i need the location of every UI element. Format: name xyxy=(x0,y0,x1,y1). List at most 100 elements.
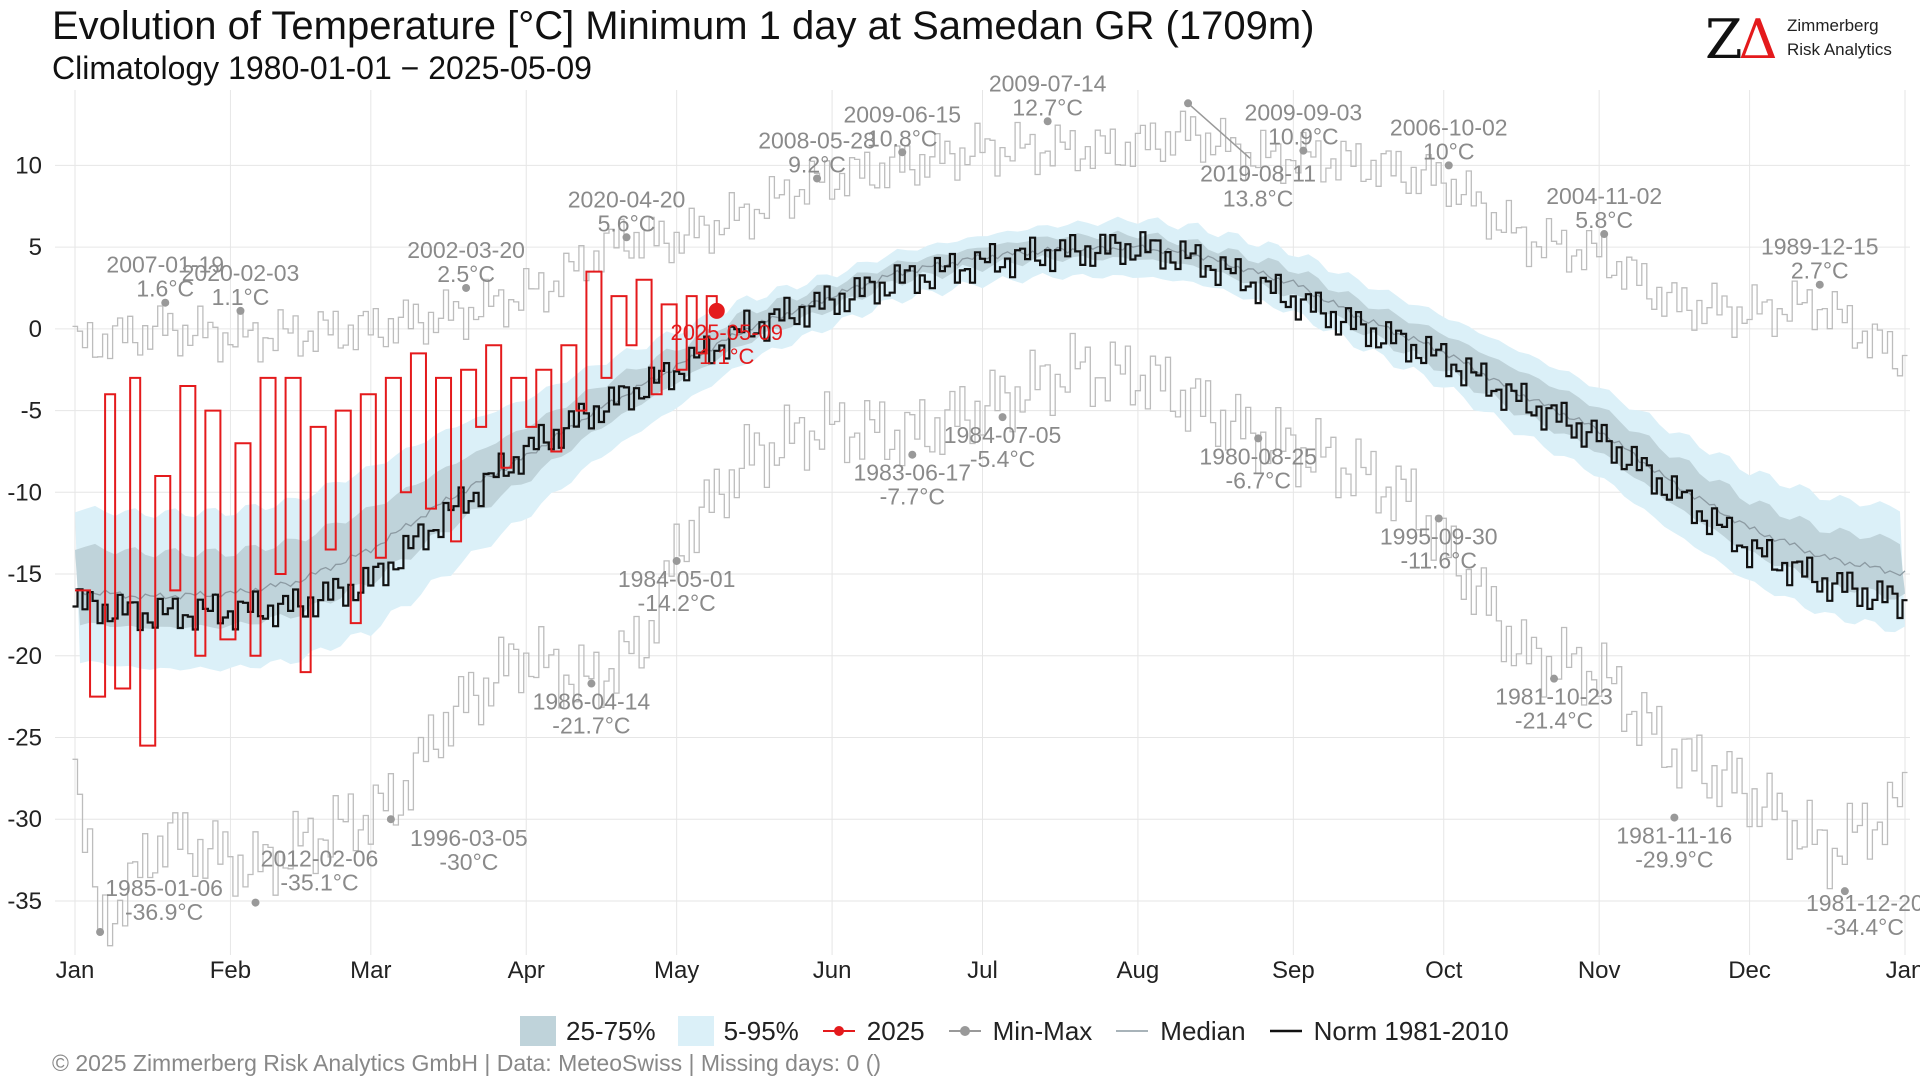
x-tick-label: Aug xyxy=(1117,957,1160,984)
record-point xyxy=(1299,146,1308,155)
legend-label: 5-95% xyxy=(723,1015,799,1046)
y-tick-label: -20 xyxy=(7,643,42,670)
record-low-date: 1981-10-23 xyxy=(1495,684,1613,710)
record-high-value: 13.8°C xyxy=(1223,185,1294,211)
logo-line1: Zimmerberg xyxy=(1787,16,1879,35)
record-point xyxy=(386,815,395,824)
record-low-value: -30°C xyxy=(439,849,498,875)
record-low-date: 1980-08-25 xyxy=(1199,443,1317,469)
legend-swatch-outer xyxy=(677,1016,714,1046)
chart-subtitle: Climatology 1980-01-01 − 2025-05-09 xyxy=(52,50,592,86)
record-point xyxy=(1670,813,1679,822)
record-point xyxy=(236,306,245,315)
record-high-date: 2004-11-02 xyxy=(1546,183,1662,209)
record-high-date: 2006-10-02 xyxy=(1390,114,1508,140)
record-point xyxy=(1815,280,1824,289)
record-high-date: 2007-01-19 xyxy=(106,252,224,278)
record-high-value: 5.6°C xyxy=(598,210,656,236)
series-2025-line xyxy=(75,270,718,747)
record-point xyxy=(587,679,596,688)
record-high-date: 2008-05-28 xyxy=(758,127,876,153)
record-low-date: 1985-01-06 xyxy=(105,875,223,901)
record-point xyxy=(813,174,822,183)
record-high-value: 1.6°C xyxy=(136,276,194,302)
x-tick-label: Mar xyxy=(350,957,391,984)
record-high-value: 12.7°C xyxy=(1012,94,1083,120)
record-low-value: -29.9°C xyxy=(1635,847,1713,873)
band-5-95 xyxy=(75,216,1905,672)
record-point xyxy=(908,450,917,459)
chart-grid xyxy=(55,90,1910,955)
company-logo: ZΔ Zimmerberg Risk Analytics xyxy=(1705,8,1905,71)
x-tick-label: Dec xyxy=(1728,957,1771,984)
legend-swatch-min-max xyxy=(948,1026,981,1036)
record-point xyxy=(998,413,1007,422)
min-max-envelopes xyxy=(72,110,1908,947)
record-point xyxy=(1043,117,1052,126)
legend-swatch-median xyxy=(1116,1030,1149,1032)
legend-item-25-75: 25-75% xyxy=(520,1016,656,1047)
record-high-date: 2002-03-20 xyxy=(407,237,525,263)
y-tick-label: 10 xyxy=(15,152,42,179)
record-point xyxy=(1444,161,1453,170)
norm-1981-2010-line xyxy=(72,231,1908,632)
y-tick-label: -25 xyxy=(7,725,42,752)
record-low-date: 1995-09-30 xyxy=(1380,523,1498,549)
record-point xyxy=(622,233,631,242)
record-high-date: 2009-06-15 xyxy=(843,101,961,127)
chart-title: Evolution of Temperature [°C] Minimum 1 … xyxy=(52,4,1315,48)
record-leader-line xyxy=(1187,102,1251,159)
x-tick-label: Oct xyxy=(1425,957,1463,984)
record-high-value: 10.8°C xyxy=(867,125,938,151)
x-tick-label: Jun xyxy=(813,957,852,984)
record-low-date: 1981-11-16 xyxy=(1616,823,1732,849)
legend-swatch-norm xyxy=(1269,1029,1302,1033)
record-high-date: 2020-02-03 xyxy=(182,260,300,286)
record-high-date: 2009-09-03 xyxy=(1245,100,1363,126)
legend-item-min-max: Min-Max xyxy=(947,1016,1092,1047)
record-high-value: 5.8°C xyxy=(1575,207,1633,233)
record-low-value: -36.9°C xyxy=(125,899,203,925)
x-tick-label: Jul xyxy=(967,957,998,984)
logo-line2: Risk Analytics xyxy=(1787,40,1892,59)
record-high-value: 10°C xyxy=(1423,138,1474,164)
current-day-value-label: 1.1°C xyxy=(699,344,754,369)
y-tick-label: -15 xyxy=(7,561,42,588)
legend-swatch-inner xyxy=(520,1016,556,1046)
record-high-value: 2.5°C xyxy=(437,261,495,287)
record-high-date: 2019-08-11 xyxy=(1200,160,1316,186)
record-low-value: -7.7°C xyxy=(880,484,945,510)
logo-mark: ZΔ xyxy=(1705,8,1778,71)
y-tick-label: 5 xyxy=(29,234,42,261)
y-tick-label: -10 xyxy=(7,479,42,506)
y-tick-label: 0 xyxy=(29,316,42,343)
y-tick-label: -35 xyxy=(7,888,42,915)
legend-item-median: Median xyxy=(1114,1015,1246,1047)
record-point xyxy=(96,928,105,937)
legend-label: Median xyxy=(1160,1015,1246,1046)
record-low-date: 1984-05-01 xyxy=(618,566,736,592)
y-tick-label: -5 xyxy=(21,398,42,425)
record-low-date: 1981-12-20 xyxy=(1806,890,1920,916)
temperature-chart: 2025-05-091.1°C 2007-01-191.6°C2020-02-0… xyxy=(7,70,1920,984)
legend-label: 2025 xyxy=(866,1015,925,1046)
record-point xyxy=(1434,514,1443,523)
record-low-value: -14.2°C xyxy=(638,590,716,616)
record-point xyxy=(1550,674,1559,683)
record-low-date: 2012-02-06 xyxy=(261,846,379,872)
record-point xyxy=(1840,887,1849,896)
x-tick-label: Jan xyxy=(56,957,95,984)
record-low-value: -21.4°C xyxy=(1515,708,1593,734)
record-point xyxy=(251,898,260,907)
x-tick-label: May xyxy=(654,957,699,984)
footer-credits: © 2025 Zimmerberg Risk Analytics GmbH | … xyxy=(52,1050,882,1076)
record-low-value: -21.7°C xyxy=(552,713,630,739)
current-day-date-label: 2025-05-09 xyxy=(670,320,783,345)
chart-axes: 10 5 0 -5 -10 -15 -20 -25 -30 -35 Jan Feb Mar Apr May J… xyxy=(7,152,1920,984)
record-point xyxy=(462,283,471,292)
record-low-value: -5.4°C xyxy=(970,446,1035,472)
min-envelope-line xyxy=(72,332,1908,947)
x-tick-label: Jan xyxy=(1886,957,1920,984)
record-point xyxy=(1600,230,1609,239)
